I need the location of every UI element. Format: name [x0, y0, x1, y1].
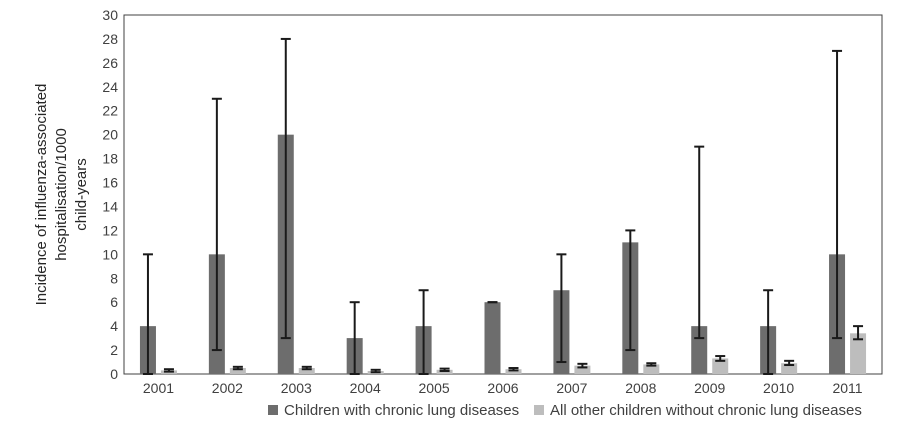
x-tick-label: 2005 — [419, 380, 450, 396]
bar-other-children — [781, 363, 798, 374]
bar-other-children — [643, 364, 660, 374]
y-tick-label: 10 — [102, 246, 118, 262]
y-axis-label-line: Incidence of influenza-associated — [33, 84, 50, 306]
x-tick-label: 2009 — [694, 380, 725, 396]
y-tick-label: 20 — [102, 127, 118, 143]
y-tick-label: 30 — [102, 7, 118, 23]
plot-frame — [123, 14, 883, 375]
bar-chronic-lung-error-bar — [556, 253, 567, 364]
bar-chronic-lung-error-bar — [280, 37, 291, 340]
y-tick-label: 26 — [102, 55, 118, 71]
legend: Children with chronic lung diseases All o… — [268, 402, 862, 419]
bar-chronic-lung-error-bar — [763, 289, 774, 375]
bar-other-children-error-bar — [232, 365, 243, 371]
bar-chronic-lung-error-bar — [349, 301, 360, 375]
bars — [139, 134, 867, 374]
bar-other-children-error-bar — [715, 355, 726, 362]
y-tick-label: 8 — [110, 270, 118, 286]
bar-other-children-error-bar — [439, 367, 450, 373]
y-tick-label: 4 — [110, 318, 118, 334]
legend-item: All other children without chronic lung … — [534, 402, 862, 419]
bar-chronic-lung — [484, 302, 501, 374]
bar-other-children — [298, 368, 315, 374]
x-tick-label: 2011 — [832, 380, 862, 396]
bar-other-children-error-bar — [508, 367, 519, 372]
x-tick-label: 2006 — [487, 380, 518, 396]
bar-chronic-lung-error-bar — [625, 229, 636, 352]
x-tick-label: 2007 — [556, 380, 587, 396]
bar-other-children-error-bar — [853, 325, 864, 341]
legend-label: Children with chronic lung diseases — [284, 402, 519, 419]
bar-chronic-lung-error-bar — [832, 49, 843, 340]
y-axis-label-line: hospitalisation/1000 — [53, 128, 70, 261]
bar-other-children-error-bar — [784, 359, 795, 367]
x-tick-label: 2001 — [143, 380, 174, 396]
bar-other-children-error-bar — [370, 368, 381, 374]
legend-swatch — [268, 405, 278, 415]
y-tick-label: 18 — [102, 151, 118, 167]
bar-chronic-lung-error-bar — [142, 253, 153, 375]
y-tick-label: 24 — [102, 79, 118, 95]
y-tick-label: 2 — [110, 342, 118, 358]
y-tick-label: 22 — [102, 103, 118, 119]
legend-label: All other children without chronic lung … — [550, 402, 862, 419]
legend-item: Children with chronic lung diseases — [268, 402, 519, 419]
bar-other-children — [229, 368, 246, 374]
x-tick-label: 2002 — [212, 380, 243, 396]
bar-other-children — [712, 358, 729, 374]
y-tick-label: 14 — [102, 198, 118, 214]
x-axis-ticks: 2001 2002 2003 2004 2005 2006 2007 2008 2009 2010… — [143, 380, 863, 396]
legend-swatch — [534, 405, 544, 415]
y-tick-label: 0 — [110, 366, 118, 382]
x-tick-label: 2010 — [763, 380, 794, 396]
bar-other-children-error-bar — [577, 362, 588, 369]
y-axis-label: Incidence of influenza-associated hospita… — [33, 84, 90, 306]
bar-other-children — [574, 365, 591, 374]
error-bars — [142, 37, 864, 375]
plot-border — [123, 14, 883, 375]
bar-other-children — [505, 369, 522, 374]
bar-chronic-lung-error-bar — [418, 289, 429, 375]
x-tick-label: 2008 — [625, 380, 656, 396]
y-tick-label: 16 — [102, 175, 118, 191]
y-tick-label: 28 — [102, 31, 118, 47]
bar-chronic-lung-error-bar — [694, 145, 705, 340]
bar-other-children-error-bar — [163, 368, 174, 373]
y-axis-label-line: child-years — [73, 158, 90, 231]
bar-other-children-error-bar — [301, 365, 312, 371]
y-tick-label: 6 — [110, 294, 118, 310]
bar-chronic-lung-error-bar — [211, 97, 222, 352]
x-tick-label: 2003 — [281, 380, 312, 396]
y-tick-label: 12 — [102, 222, 118, 238]
x-tick-label: 2004 — [350, 380, 381, 396]
bar-other-children-error-bar — [646, 362, 657, 367]
bar-other-children — [850, 333, 867, 374]
